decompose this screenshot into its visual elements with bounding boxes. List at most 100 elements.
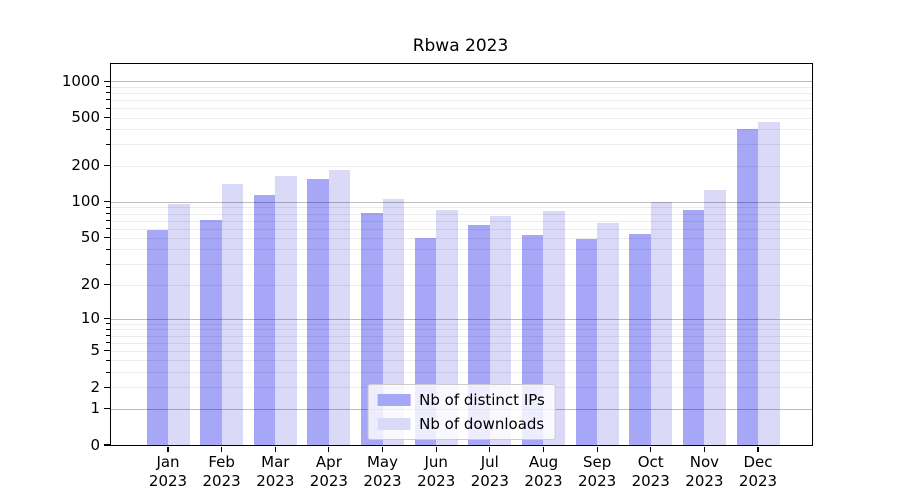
x-tick-label: Jun 2023: [417, 453, 456, 490]
y-minor-tick: [106, 143, 110, 145]
minor-gridline: [111, 129, 812, 131]
y-tick: [103, 386, 110, 388]
y-minor-tick: [106, 335, 110, 336]
x-tick: [703, 446, 705, 452]
bar-downloads-dec: [758, 121, 780, 445]
y-tick-label: 20: [80, 275, 100, 294]
y-tick: [103, 318, 110, 320]
bar-ips-feb: [200, 220, 222, 445]
x-tick: [542, 446, 545, 452]
y-tick-label: 10: [80, 309, 100, 328]
bar-ips-apr: [307, 179, 329, 445]
y-tick-label: 1000: [61, 71, 100, 90]
x-tick: [489, 446, 491, 452]
x-tick-label: Jan 2023: [148, 453, 188, 490]
bar-ips-jan: [146, 230, 168, 445]
y-tick: [103, 284, 110, 286]
y-minor-tick: [106, 86, 110, 88]
minor-gridline: [111, 99, 812, 101]
bar-downloads-may: [382, 198, 405, 445]
minor-gridline: [111, 108, 812, 109]
minor-gridline: [111, 342, 812, 344]
bar-downloads-mar: [275, 175, 297, 445]
x-tick-label: Aug 2023: [524, 453, 563, 490]
legend: Nb of distinct IPs Nb of downloads: [367, 384, 556, 440]
minor-gridline: [111, 264, 812, 266]
minor-gridline: [111, 213, 812, 215]
legend-label: Nb of distinct IPs: [419, 391, 545, 409]
x-tick: [221, 446, 223, 452]
y-minor-tick: [106, 248, 110, 250]
major-gridline: [111, 81, 812, 83]
x-tick: [381, 446, 384, 452]
bar-ips-sep: [575, 238, 598, 445]
bar-downloads-feb: [221, 184, 244, 445]
y-tick: [103, 350, 110, 352]
x-tick-label: Dec 2023: [738, 453, 778, 490]
bar-downloads-sep: [597, 222, 619, 445]
y-minor-tick: [106, 92, 110, 94]
y-tick: [103, 407, 110, 410]
y-tick-label: 100: [71, 192, 100, 211]
bar-downloads-nov: [704, 190, 726, 445]
minor-gridline: [111, 92, 812, 94]
x-tick: [596, 446, 598, 452]
minor-gridline: [111, 329, 812, 331]
y-tick: [103, 165, 110, 167]
y-tick-label: 50: [80, 228, 100, 247]
x-tick: [167, 446, 169, 452]
minor-gridline: [111, 249, 812, 251]
y-tick-label: 2: [90, 377, 100, 396]
bar-downloads-jan: [168, 204, 190, 445]
y-tick-label: 0: [90, 435, 100, 454]
x-tick-label: Jul 2023: [470, 453, 509, 490]
x-tick-label: Sep 2023: [578, 453, 617, 490]
x-tick-label: Oct 2023: [631, 453, 670, 490]
y-tick: [103, 117, 110, 119]
minor-gridline: [111, 350, 812, 352]
x-tick-label: Feb 2023: [202, 453, 241, 490]
y-tick-label: 5: [90, 341, 100, 360]
y-minor-tick: [106, 371, 110, 373]
minor-gridline: [111, 335, 812, 337]
minor-gridline: [111, 165, 812, 167]
minor-gridline: [111, 117, 812, 119]
x-tick-label: Mar 2023: [256, 453, 295, 490]
bar-ips-dec: [736, 129, 758, 445]
minor-gridline: [111, 284, 812, 286]
y-minor-tick: [106, 128, 110, 130]
minor-gridline: [111, 144, 812, 146]
x-tick: [650, 446, 652, 452]
legend-item: Nb of distinct IPs: [377, 391, 545, 409]
chart-title: Rbwa 2023: [412, 36, 509, 56]
y-minor-tick: [106, 213, 110, 215]
x-tick: [757, 446, 759, 452]
y-minor-tick: [106, 206, 110, 208]
y-tick: [103, 201, 110, 203]
x-tick-label: Apr 2023: [309, 453, 348, 490]
y-minor-tick: [106, 359, 110, 361]
x-tick-label: May 2023: [363, 453, 402, 490]
y-tick-label: 200: [71, 156, 100, 175]
x-tick: [435, 446, 437, 452]
y-minor-tick: [106, 323, 110, 325]
x-tick: [328, 446, 330, 452]
legend-swatch: [377, 394, 411, 406]
y-tick-label: 500: [71, 108, 100, 127]
major-gridline: [111, 318, 812, 320]
y-tick-label: 1: [90, 399, 100, 417]
legend-item: Nb of downloads: [377, 415, 545, 433]
major-gridline: [111, 201, 812, 203]
bar-ips-mar: [253, 194, 276, 445]
y-tick: [103, 80, 110, 82]
y-minor-tick: [106, 107, 110, 109]
y-minor-tick: [106, 220, 110, 221]
y-minor-tick: [106, 342, 110, 343]
bar-ips-oct: [629, 233, 651, 445]
minor-gridline: [111, 372, 812, 373]
y-minor-tick: [106, 328, 110, 330]
minor-gridline: [111, 207, 812, 209]
minor-gridline: [111, 237, 812, 239]
plot-area: Nb of distinct IPs Nb of downloads 0 1 2 5 1…: [62, 63, 813, 490]
